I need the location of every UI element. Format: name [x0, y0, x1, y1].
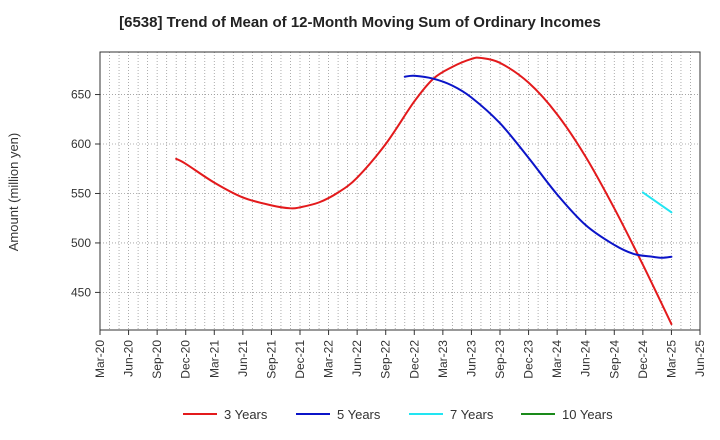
- y-tick-label: 550: [71, 186, 91, 200]
- x-tick-label: Sep-24: [607, 340, 621, 379]
- x-tick-label: Mar-20: [93, 340, 107, 378]
- x-tick-label: Dec-20: [179, 340, 193, 379]
- series-line-3-years: [175, 56, 673, 326]
- series-layer: [175, 56, 673, 326]
- x-tick-label: Jun-20: [122, 340, 136, 377]
- x-tick-label: Dec-23: [522, 340, 536, 379]
- x-tick-label: Dec-21: [293, 340, 307, 379]
- series-line-7-years: [641, 191, 673, 214]
- y-tick-label: 500: [71, 236, 91, 250]
- x-tick-label: Sep-23: [493, 340, 507, 379]
- x-tick-label: Mar-23: [436, 340, 450, 378]
- x-tick-label: Mar-24: [550, 340, 564, 378]
- x-tick-label: Dec-22: [407, 340, 421, 379]
- x-tick-label: Sep-20: [150, 340, 164, 379]
- legend-label: 7 Years: [450, 407, 494, 422]
- x-tick-label: Jun-21: [236, 340, 250, 377]
- x-tick-label: Jun-25: [693, 340, 707, 377]
- y-tick-label: 450: [71, 285, 91, 299]
- legend: 3 Years 5 Years 7 Years 10 Years: [183, 407, 613, 422]
- legend-label: 5 Years: [337, 407, 381, 422]
- x-tick-label: Sep-22: [379, 340, 393, 379]
- legend-label: 3 Years: [224, 407, 268, 422]
- x-tick-label: Jun-24: [579, 340, 593, 377]
- y-axis-title: Amount (million yen): [6, 133, 21, 252]
- legend-label: 10 Years: [562, 407, 613, 422]
- series-line-5-years: [403, 74, 673, 259]
- chart-title: [6538] Trend of Mean of 12-Month Moving …: [119, 14, 601, 31]
- grid-lines: [99, 52, 701, 330]
- x-tick-label: Sep-21: [264, 340, 278, 379]
- x-tick-label: Jun-23: [464, 340, 478, 377]
- plot-border: [99, 51, 701, 331]
- x-tick-label: Mar-25: [664, 340, 678, 378]
- y-tick-label: 600: [71, 137, 91, 151]
- x-tick-label: Dec-24: [636, 340, 650, 379]
- x-tick-label: Mar-21: [207, 340, 221, 378]
- y-axis: 450 500 550 600 650: [71, 88, 100, 299]
- x-tick-label: Jun-22: [350, 340, 364, 377]
- y-tick-label: 650: [71, 88, 91, 102]
- plot-area: [100, 52, 700, 330]
- x-tick-label: Mar-22: [322, 340, 336, 378]
- x-axis: Mar-20 Jun-20 Sep-20 Dec-20 Mar-21 Jun-21 Sep-…: [93, 330, 707, 379]
